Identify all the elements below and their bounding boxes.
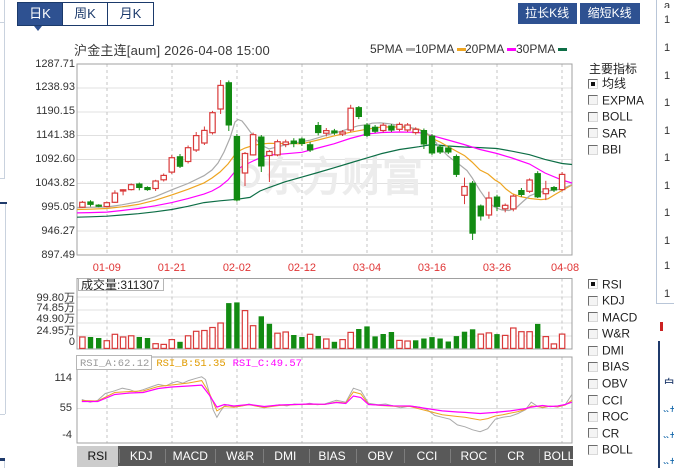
- svg-text:东方财富: 东方财富: [262, 154, 422, 200]
